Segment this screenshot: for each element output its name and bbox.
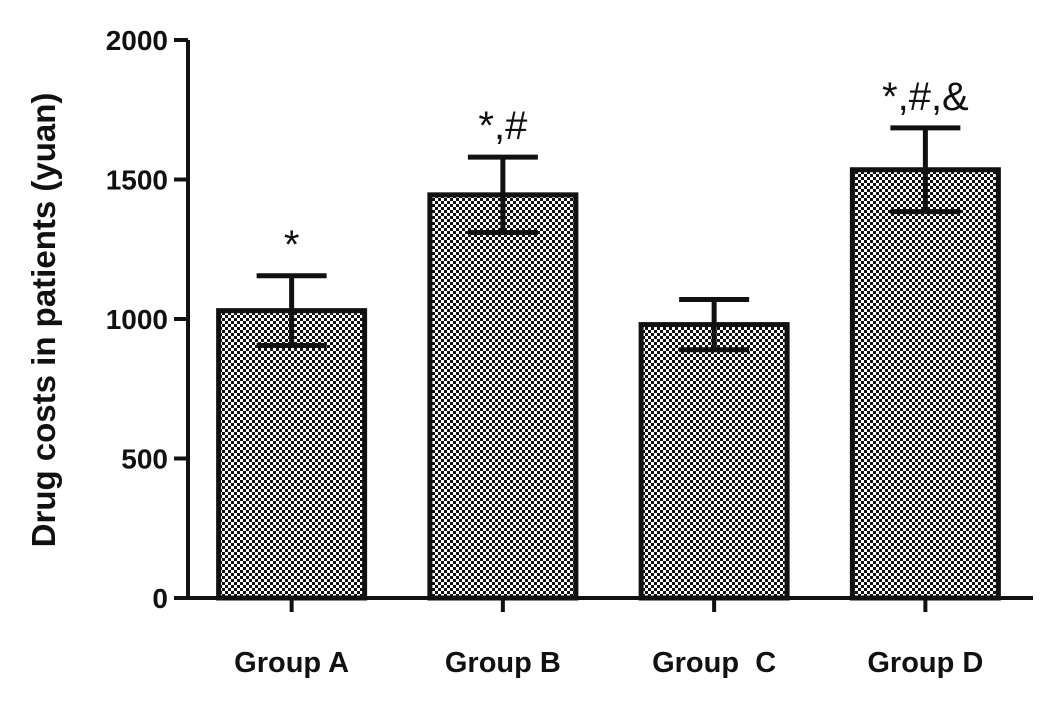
significance-annotation: *,# [478,104,528,148]
bars: * *,# *,#,& [216,75,1001,601]
bar [427,192,579,601]
bar [638,322,790,601]
y-tick-label: 2000 [106,25,168,56]
x-tick-label: Group A [234,647,349,679]
x-axis-labels: Group A Group B Group C Group D [234,598,983,679]
y-tick-label: 1000 [106,304,168,335]
y-tick-label: 1500 [106,165,168,196]
bar [849,167,1001,601]
x-tick-label: Group B [445,647,561,679]
bar [216,308,368,601]
x-tick-label: Group C [652,647,776,679]
x-tick-label: Group D [867,647,983,679]
significance-annotation: *,#,& [882,75,969,119]
y-axis-ticks: 0 500 1000 1500 2000 [106,25,188,614]
y-tick-label: 0 [152,583,168,614]
y-tick-label: 500 [121,444,168,475]
y-axis-label: Drug costs in patients (yuan) [25,93,62,548]
significance-annotation: * [284,223,300,267]
